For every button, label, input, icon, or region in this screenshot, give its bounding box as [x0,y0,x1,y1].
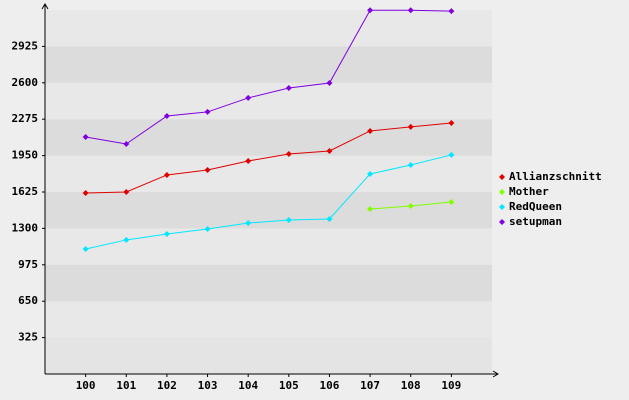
data-point [82,134,89,141]
y-tick-label: 2600 [12,76,39,89]
data-point [163,231,170,237]
data-point [82,190,89,197]
data-point [245,157,252,164]
data-point [245,94,252,101]
data-point [285,151,292,158]
grid-band [45,46,492,83]
series-line [85,154,452,250]
legend-marker [499,189,505,195]
grid-band [45,119,492,156]
data-point [367,127,374,134]
data-point [326,80,333,87]
x-tick-label: 109 [441,379,461,392]
y-tick-label: 2275 [12,112,39,125]
y-tick-label: 2925 [12,39,39,52]
data-point [123,140,130,147]
data-point [407,203,414,209]
data-point [245,220,252,227]
x-tick-label: 102 [157,379,177,392]
data-point [407,7,414,14]
data-point [448,8,455,15]
grid-band [45,301,492,338]
x-tick-label: 104 [238,379,258,392]
series-line [85,9,452,145]
x-tick-label: 108 [401,379,421,392]
data-point [204,108,211,115]
data-point [367,170,374,177]
y-tick-label: 1950 [12,149,39,162]
y-axis-arrow [41,3,49,10]
data-point [448,120,455,127]
x-tick-label: 100 [76,379,96,392]
grid-band [45,264,492,302]
y-tick-label: 325 [18,331,38,344]
legend-marker [499,204,505,210]
legend-label: Allianzschnitt [509,170,602,183]
data-point [367,206,374,213]
x-tick-label: 105 [279,379,299,392]
y-tick-label: 1625 [12,185,39,198]
data-point [204,167,211,174]
grid-band [45,10,492,47]
x-tick-label: 106 [320,379,340,392]
data-point [204,225,211,232]
legend-marker [499,174,505,180]
data-point [163,112,170,119]
legend-marker [499,219,505,225]
x-tick-label: 103 [198,379,218,392]
data-point [448,198,455,205]
x-axis-arrow [492,370,499,378]
data-point [326,215,333,222]
grid-band [45,228,492,265]
series-line [85,122,452,194]
data-point [123,189,130,195]
data-point [448,151,455,158]
y-tick-label: 650 [18,294,38,307]
data-point [285,217,292,223]
x-tick-label: 101 [116,379,136,392]
data-point [407,162,414,169]
data-point [367,7,374,14]
data-point [326,148,333,155]
grid-band [45,82,492,120]
data-point [407,123,414,130]
data-point [82,246,89,253]
data-point [123,236,130,243]
x-tick-label: 107 [360,379,380,392]
legend-label: Mother [509,185,549,198]
y-tick-label: 975 [18,258,38,271]
legend-label: RedQueen [509,200,562,213]
y-tick-label: 1300 [12,221,39,234]
grid-band [45,155,492,192]
data-point [163,171,170,178]
grid-band [45,192,492,229]
data-point [285,84,292,91]
legend-label: setupman [509,215,562,228]
